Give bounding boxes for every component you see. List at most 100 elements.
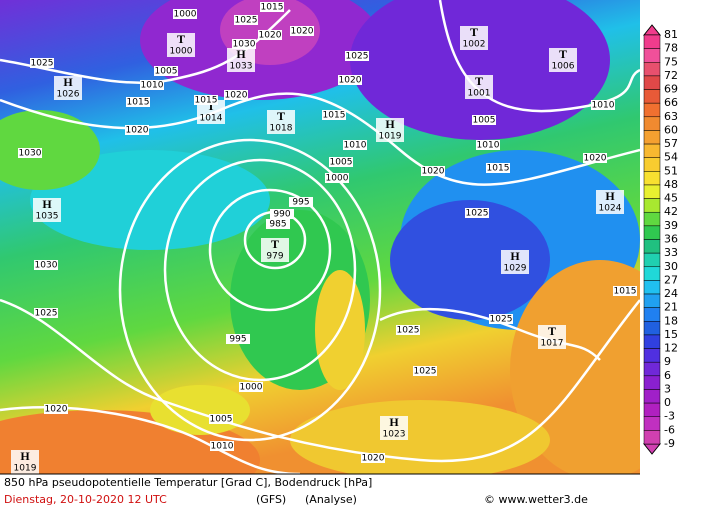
legend-band bbox=[643, 130, 661, 145]
legend-tick-label: 30 bbox=[664, 260, 678, 273]
legend-tick-label: 15 bbox=[664, 328, 678, 341]
isobar-label-bg bbox=[591, 100, 615, 110]
legend-tick-label: 3 bbox=[664, 382, 671, 395]
isobar-label: 1000 bbox=[326, 174, 349, 184]
center-label-bg bbox=[227, 48, 255, 72]
center-label-bg bbox=[11, 450, 39, 474]
center-pressure: 979 bbox=[266, 252, 283, 262]
isobar-label: 1000 bbox=[174, 10, 197, 20]
center-pressure: 1018 bbox=[270, 124, 293, 134]
center-label-bg bbox=[54, 76, 82, 100]
legend-band bbox=[643, 143, 661, 158]
isobar-label: 990 bbox=[273, 210, 290, 220]
isobar-label-bg bbox=[396, 325, 420, 335]
isobar-label-bg bbox=[258, 30, 282, 40]
center-pressure: 1029 bbox=[504, 264, 527, 274]
center-label-bg bbox=[460, 26, 488, 50]
center-label-bg bbox=[167, 33, 195, 57]
isobar-label: 1020 bbox=[126, 126, 149, 136]
isobar-label: 1025 bbox=[414, 367, 437, 377]
isobar-label-bg bbox=[413, 366, 437, 376]
footer-model: (GFS) bbox=[256, 493, 286, 506]
legend-band bbox=[643, 430, 661, 445]
isobar-label-bg bbox=[154, 66, 178, 76]
center-kind: T bbox=[475, 74, 483, 88]
center-pressure: 1019 bbox=[379, 132, 402, 142]
isobar-label: 1015 bbox=[127, 98, 150, 108]
center-label-bg bbox=[501, 250, 529, 274]
legend-band bbox=[643, 116, 661, 131]
legend-tick-label: 60 bbox=[664, 123, 678, 136]
center-kind: T bbox=[277, 109, 285, 123]
legend-band bbox=[643, 252, 661, 268]
legend-tick-label: 27 bbox=[664, 273, 678, 286]
isobar-label: 1020 bbox=[225, 91, 248, 101]
isobar-label-bg bbox=[343, 140, 367, 150]
isobar-label-bg bbox=[361, 453, 385, 463]
center-pressure: 1024 bbox=[599, 204, 622, 214]
legend-band bbox=[643, 293, 661, 308]
legend-band bbox=[643, 184, 661, 199]
isobar-label: 1025 bbox=[35, 309, 58, 319]
isobar-label: 995 bbox=[229, 335, 246, 345]
legend-tick-label: 75 bbox=[664, 55, 678, 68]
isobar-label: 1015 bbox=[323, 111, 346, 121]
isobar-label: 1000 bbox=[240, 383, 263, 393]
isobar-label: 1005 bbox=[155, 67, 178, 77]
legend-band bbox=[643, 266, 661, 281]
legend-tick-label: 72 bbox=[664, 69, 678, 82]
legend-tick-label: 57 bbox=[664, 137, 678, 150]
legend-bottom-arrow bbox=[642, 443, 662, 455]
isobar-label-bg bbox=[613, 286, 637, 296]
isobar-label-bg bbox=[18, 148, 42, 158]
legend-band bbox=[643, 198, 661, 213]
legend-tick-label: 12 bbox=[664, 342, 678, 355]
center-pressure: 1017 bbox=[541, 339, 564, 349]
center-kind: T bbox=[271, 237, 279, 251]
legend-band bbox=[643, 102, 661, 118]
legend-tick-label: 69 bbox=[664, 83, 678, 96]
legend-tick-label: 54 bbox=[664, 151, 678, 164]
center-pressure: 1001 bbox=[468, 89, 491, 99]
legend-band bbox=[643, 375, 661, 390]
isobar-label: 1010 bbox=[477, 141, 500, 151]
isobar-label-bg bbox=[421, 166, 445, 176]
legend-band bbox=[643, 239, 661, 254]
isobar-label-bg bbox=[232, 39, 256, 49]
isobar-label: 1020 bbox=[339, 76, 362, 86]
isobar-label: 1020 bbox=[259, 31, 282, 41]
isobar-label-bg bbox=[210, 441, 234, 451]
isobar-label-bg bbox=[476, 140, 500, 150]
isobar-label-bg bbox=[125, 125, 149, 135]
legend-band bbox=[643, 321, 661, 336]
center-pressure: 1000 bbox=[170, 47, 193, 57]
isobar-label: 1025 bbox=[31, 59, 54, 69]
isobar-label-bg bbox=[345, 51, 369, 61]
legend-tick-label: 18 bbox=[664, 314, 678, 327]
legend-tick-label: 45 bbox=[664, 192, 678, 205]
legend-band bbox=[643, 402, 661, 417]
isobar-label: 1025 bbox=[397, 326, 420, 336]
legend-tick-label: 24 bbox=[664, 287, 678, 300]
isobar-label: 1015 bbox=[614, 287, 637, 297]
center-label-bg bbox=[549, 48, 577, 72]
legend-tick-label: 33 bbox=[664, 246, 678, 259]
center-kind: H bbox=[236, 47, 246, 61]
footer-mode: (Analyse) bbox=[305, 493, 357, 506]
isobar-label: 995 bbox=[292, 198, 309, 208]
isobar-label: 1020 bbox=[45, 405, 68, 415]
isobar-label: 1010 bbox=[211, 442, 234, 452]
legend-tick-label: 63 bbox=[664, 110, 678, 123]
legend-tick-label: 21 bbox=[664, 301, 678, 314]
legend-band bbox=[643, 34, 661, 49]
isobar-label-bg bbox=[583, 153, 607, 163]
isobar-label: 1010 bbox=[592, 101, 615, 111]
legend-band bbox=[643, 361, 661, 377]
legend-band bbox=[643, 225, 661, 240]
isobar-label-bg bbox=[239, 382, 263, 392]
isobar-label: 1025 bbox=[490, 315, 513, 325]
center-pressure: 1006 bbox=[552, 62, 575, 72]
legend-tick-label: 66 bbox=[664, 96, 678, 109]
center-kind: H bbox=[20, 449, 30, 463]
